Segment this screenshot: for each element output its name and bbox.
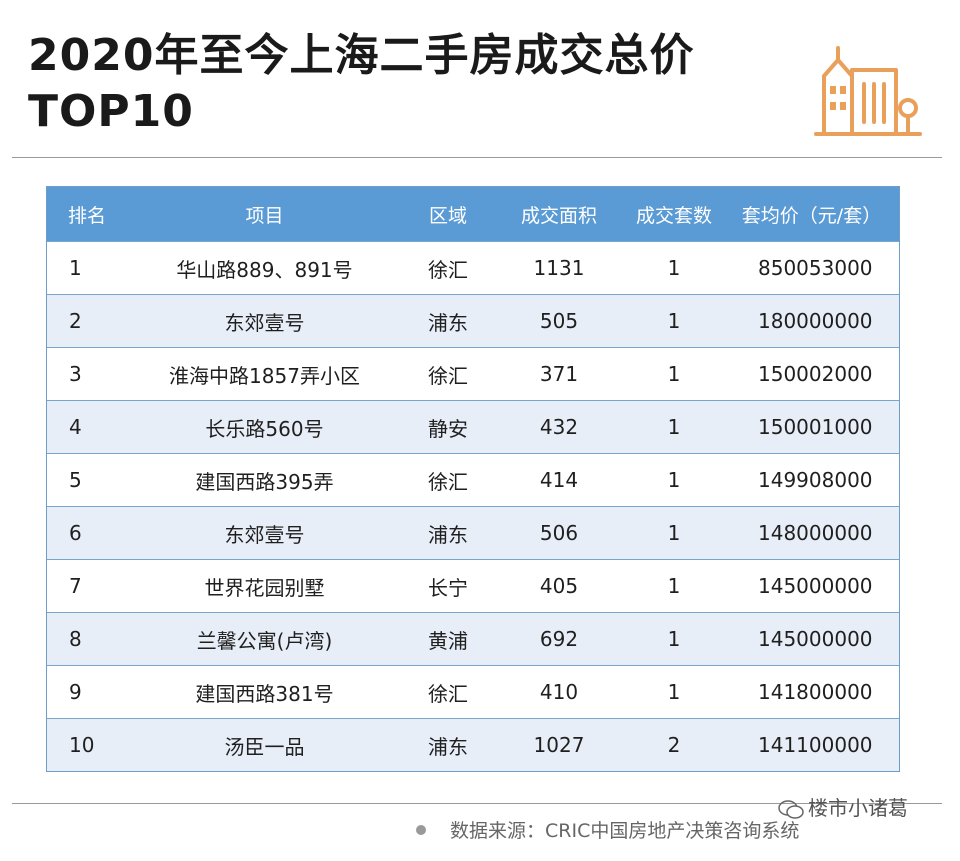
cell-rank: 4 (47, 400, 127, 454)
cell-project: 长乐路560号 (127, 400, 402, 454)
cell-avg-price: 850053000 (724, 241, 899, 295)
table-row: 9 建国西路381号 徐汇 410 1 141800000 (47, 665, 899, 719)
cell-avg-price: 150001000 (724, 400, 899, 454)
watermark: 楼市小诸葛 (778, 792, 908, 821)
title-line-2: TOP10 (28, 86, 194, 137)
cell-units: 1 (624, 665, 724, 719)
header-avg-price: 套均价（元/套） (724, 187, 899, 242)
cell-area: 1131 (494, 241, 624, 295)
cell-district: 浦东 (402, 506, 494, 560)
cell-project: 兰馨公寓(卢湾) (127, 612, 402, 666)
cell-project: 汤臣一品 (127, 718, 402, 771)
cell-area: 432 (494, 400, 624, 454)
cell-district: 浦东 (402, 718, 494, 771)
cell-district: 徐汇 (402, 347, 494, 401)
cell-project: 建国西路395弄 (127, 453, 402, 507)
cell-area: 505 (494, 294, 624, 348)
cell-project: 淮海中路1857弄小区 (127, 347, 402, 401)
cell-rank: 1 (47, 241, 127, 295)
table-row: 2 东郊壹号 浦东 505 1 180000000 (47, 294, 899, 348)
top-divider (12, 157, 942, 158)
header-rank: 排名 (47, 187, 127, 242)
cell-project: 东郊壹号 (127, 294, 402, 348)
header-units: 成交套数 (624, 187, 724, 242)
cell-area: 410 (494, 665, 624, 719)
cell-units: 1 (624, 453, 724, 507)
cell-project: 建国西路381号 (127, 665, 402, 719)
cell-area: 405 (494, 559, 624, 613)
table-row: 4 长乐路560号 静安 432 1 150001000 (47, 400, 899, 454)
cell-avg-price: 145000000 (724, 612, 899, 666)
cell-project: 东郊壹号 (127, 506, 402, 560)
cell-avg-price: 148000000 (724, 506, 899, 560)
cell-units: 1 (624, 241, 724, 295)
cell-project: 华山路889、891号 (127, 241, 402, 295)
cell-avg-price: 141100000 (724, 718, 899, 771)
title-line-1: 2020年至今上海二手房成交总价 (28, 30, 695, 81)
cell-project: 世界花园别墅 (127, 559, 402, 613)
cell-rank: 3 (47, 347, 127, 401)
cell-area: 506 (494, 506, 624, 560)
cell-district: 徐汇 (402, 453, 494, 507)
table-row: 10 汤臣一品 浦东 1027 2 141100000 (47, 718, 899, 771)
cell-area: 692 (494, 612, 624, 666)
table-row: 1 华山路889、891号 徐汇 1131 1 850053000 (47, 241, 899, 295)
cell-area: 414 (494, 453, 624, 507)
cell-units: 1 (624, 400, 724, 454)
table-row: 5 建国西路395弄 徐汇 414 1 149908000 (47, 453, 899, 507)
header-area: 成交面积 (494, 187, 624, 242)
cell-district: 徐汇 (402, 665, 494, 719)
bullet-icon (416, 824, 426, 835)
cell-avg-price: 149908000 (724, 453, 899, 507)
bottom-divider (12, 803, 942, 804)
cell-district: 静安 (402, 400, 494, 454)
cell-rank: 2 (47, 294, 127, 348)
cell-units: 1 (624, 612, 724, 666)
cell-rank: 8 (47, 612, 127, 666)
cell-rank: 7 (47, 559, 127, 613)
table-row: 6 东郊壹号 浦东 506 1 148000000 (47, 506, 899, 560)
cell-district: 黄浦 (402, 612, 494, 666)
header-district: 区域 (402, 187, 494, 242)
cell-area: 1027 (494, 718, 624, 771)
cell-district: 浦东 (402, 294, 494, 348)
cell-units: 1 (624, 559, 724, 613)
cell-units: 1 (624, 347, 724, 401)
buildings-icon (814, 46, 922, 136)
cell-district: 徐汇 (402, 241, 494, 295)
ranking-table: 排名 项目 区域 成交面积 成交套数 套均价（元/套） 1 华山路889、891… (46, 186, 900, 772)
cell-area: 371 (494, 347, 624, 401)
header-project: 项目 (127, 187, 402, 242)
table-row: 7 世界花园别墅 长宁 405 1 145000000 (47, 559, 899, 613)
table-header-row: 排名 项目 区域 成交面积 成交套数 套均价（元/套） (47, 187, 899, 242)
cell-avg-price: 145000000 (724, 559, 899, 613)
table-row: 3 淮海中路1857弄小区 徐汇 371 1 150002000 (47, 347, 899, 401)
cell-avg-price: 150002000 (724, 347, 899, 401)
watermark-text: 楼市小诸葛 (808, 796, 908, 820)
table-row: 8 兰馨公寓(卢湾) 黄浦 692 1 145000000 (47, 612, 899, 666)
cell-rank: 10 (47, 718, 127, 771)
cell-district: 长宁 (402, 559, 494, 613)
cell-rank: 6 (47, 506, 127, 560)
cell-avg-price: 141800000 (724, 665, 899, 719)
page-title: 2020年至今上海二手房成交总价 TOP10 (28, 28, 694, 140)
cell-units: 1 (624, 294, 724, 348)
cell-rank: 5 (47, 453, 127, 507)
cell-rank: 9 (47, 665, 127, 719)
cell-units: 1 (624, 506, 724, 560)
data-source: 数据来源：CRIC中国房地产决策咨询系统 (416, 816, 799, 843)
cell-units: 2 (624, 718, 724, 771)
wechat-icon (778, 799, 804, 819)
cell-avg-price: 180000000 (724, 294, 899, 348)
data-source-text: 数据来源：CRIC中国房地产决策咨询系统 (450, 820, 800, 842)
